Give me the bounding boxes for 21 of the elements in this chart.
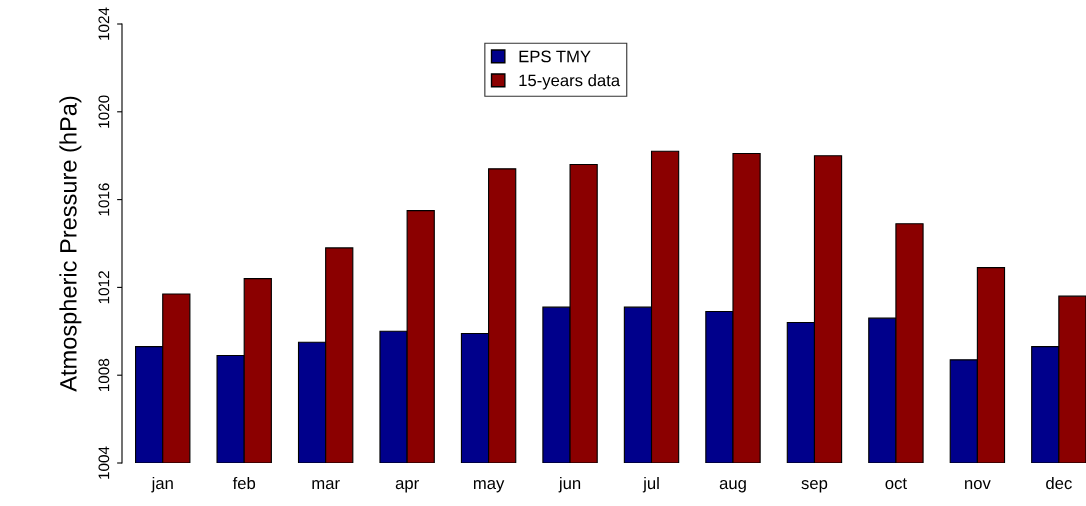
y-tick-label: 1024 (98, 7, 110, 40)
y-tick-label: 1008 (98, 358, 110, 392)
x-tick-label: sep (801, 480, 828, 493)
x-tick-label: aug (719, 480, 746, 493)
x-tick-label: dec (1046, 476, 1072, 490)
y-tick-label: 1004 (98, 446, 110, 479)
x-tick-label: feb (232, 476, 256, 490)
legend-label: EPS TMY (519, 50, 591, 63)
x-tick-label: mar (312, 480, 340, 490)
x-tick-label: may (473, 480, 505, 493)
x-tick-label: nov (965, 480, 991, 490)
x-tick-label: apr (395, 480, 419, 493)
x-tick-label: jan (151, 476, 173, 493)
y-tick-label: 1012 (98, 271, 110, 304)
x-tick-label: oct (885, 478, 907, 490)
y-tick-label: 1016 (98, 183, 110, 216)
legend-label: 15-years data (519, 74, 621, 90)
x-tick-label: jun (558, 476, 581, 493)
y-tick-label: 1020 (98, 95, 110, 128)
x-tick-label: jul (642, 476, 659, 493)
y-axis-title: Atmospheric Pressure (hPa) (59, 96, 82, 392)
